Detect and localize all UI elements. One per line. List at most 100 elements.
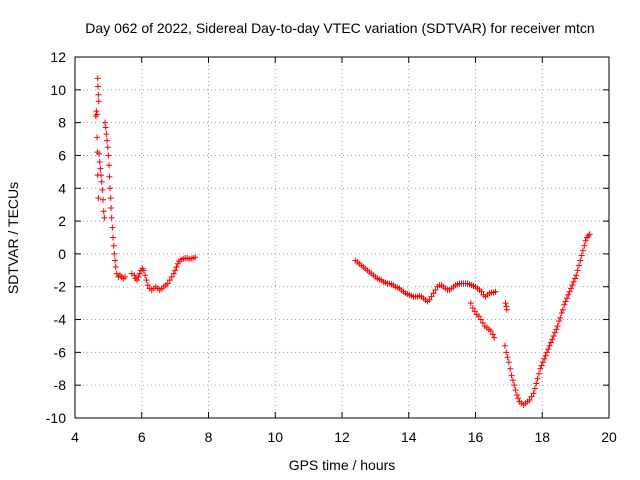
data-point <box>531 385 538 392</box>
chart-title: Day 062 of 2022, Sidereal Day-to-day VTE… <box>85 20 594 36</box>
data-point <box>110 234 117 241</box>
data-point <box>582 237 589 244</box>
data-point <box>164 280 171 287</box>
data-point <box>559 306 566 313</box>
data-point <box>173 264 180 271</box>
data-point <box>104 137 111 144</box>
data-point <box>573 272 580 279</box>
grid <box>75 57 609 418</box>
data-point <box>566 288 573 295</box>
data-point <box>542 352 549 359</box>
data-point <box>508 372 515 379</box>
data-point <box>491 334 498 341</box>
data-point <box>579 247 586 254</box>
data-point <box>512 387 519 394</box>
y-tick-label: -6 <box>54 344 67 360</box>
y-tick-label: 8 <box>58 115 66 131</box>
x-tick-label: 4 <box>71 429 79 445</box>
y-tick-label: -8 <box>54 377 67 393</box>
data-point <box>528 393 535 400</box>
data-point <box>99 186 106 193</box>
data-point <box>102 119 109 126</box>
data-point <box>140 267 147 274</box>
data-point <box>105 152 112 159</box>
data-point <box>103 131 110 138</box>
data-point <box>586 231 593 238</box>
data-point <box>503 306 510 313</box>
x-tick-label: 18 <box>534 429 550 445</box>
y-tick-label: 2 <box>58 213 66 229</box>
data-point <box>526 396 533 403</box>
data-point <box>102 124 109 131</box>
y-axis-label: SDTVAR / TECUs <box>5 182 21 294</box>
data-point <box>549 336 556 343</box>
x-tick-labels: 4 6 8 10 12 14 16 18 20 <box>71 429 617 445</box>
data-point <box>565 291 572 298</box>
data-point <box>98 172 105 179</box>
data-point <box>135 273 142 280</box>
data-point <box>546 342 553 349</box>
data-point <box>100 196 107 203</box>
data-point <box>98 178 105 185</box>
y-tick-label: -10 <box>46 410 66 426</box>
data-point <box>530 390 537 397</box>
data-point <box>428 293 435 300</box>
data-point <box>503 349 510 356</box>
data-point <box>533 380 540 387</box>
data-point <box>492 288 499 295</box>
data-point <box>538 362 545 369</box>
data-point <box>432 287 439 294</box>
data-point <box>101 214 108 221</box>
data-point <box>100 208 107 215</box>
data-point <box>122 273 129 280</box>
data-point <box>578 252 585 259</box>
data-point <box>136 270 143 277</box>
data-point <box>554 323 561 330</box>
data-point <box>489 331 496 338</box>
axis-ticks <box>74 56 610 419</box>
data-point <box>479 319 486 326</box>
data-point <box>505 359 512 366</box>
data-point <box>166 277 173 284</box>
data-point <box>107 185 114 192</box>
data-point <box>557 314 564 321</box>
data-point <box>97 165 104 172</box>
data-point <box>534 375 541 382</box>
data-point <box>172 267 179 274</box>
y-tick-label: -4 <box>54 312 67 328</box>
data-point <box>539 359 546 366</box>
data-point <box>108 214 115 221</box>
data-point <box>535 370 542 377</box>
data-point <box>113 270 120 277</box>
data-point <box>487 328 494 335</box>
data-point <box>550 332 557 339</box>
data-point <box>504 354 511 361</box>
y-tick-label: 10 <box>50 82 66 98</box>
data-point <box>426 296 433 303</box>
data-point <box>94 75 101 82</box>
data-point <box>143 277 150 284</box>
data-point <box>503 303 510 310</box>
data-point <box>570 278 577 285</box>
y-tick-labels: -10 -8 -6 -4 -2 0 2 4 6 8 10 12 <box>46 49 66 426</box>
data-point <box>111 250 118 257</box>
data-point <box>104 144 111 151</box>
data-point <box>561 301 568 308</box>
data-point <box>95 91 102 98</box>
data-point <box>563 295 570 302</box>
data-point <box>106 173 113 180</box>
data-point <box>581 242 588 249</box>
data-point <box>134 277 141 284</box>
x-tick-label: 6 <box>138 429 146 445</box>
x-tick-label: 10 <box>267 429 283 445</box>
x-tick-label: 16 <box>468 429 484 445</box>
x-tick-label: 14 <box>401 429 417 445</box>
data-point <box>471 308 478 315</box>
data-point <box>131 272 138 279</box>
data-point <box>551 329 558 336</box>
data-point <box>477 316 484 323</box>
data-point <box>95 83 102 90</box>
data-point <box>562 298 569 305</box>
